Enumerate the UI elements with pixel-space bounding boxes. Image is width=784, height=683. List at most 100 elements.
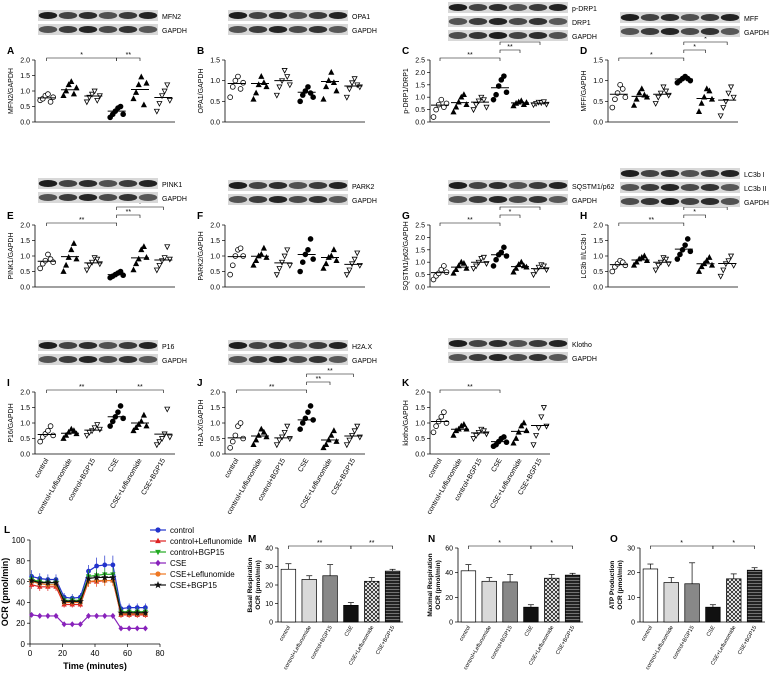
x-tick-label: 0 [28, 649, 33, 658]
data-point [630, 101, 638, 108]
data-point [728, 253, 735, 260]
y-tick-label: 0.0 [210, 285, 220, 292]
significance-label: ** [467, 217, 473, 224]
data-point [138, 73, 145, 80]
significance-label: ** [79, 217, 85, 224]
x-category-label: CSE+BGP15 [737, 625, 758, 656]
blot-label: OPA1 [352, 14, 370, 21]
data-point [450, 431, 457, 438]
data-point [351, 428, 358, 435]
blot-band [488, 17, 508, 26]
blot-strip [448, 16, 568, 27]
significance-label: ** [317, 540, 323, 547]
legend-label: CSE+BGP15 [170, 581, 217, 590]
blot-band [488, 181, 508, 190]
data-point [117, 609, 125, 616]
significance-bracket [116, 206, 164, 210]
data-point [276, 84, 283, 91]
data-point [117, 268, 124, 275]
y-tick-label: 0.5 [20, 269, 30, 276]
legend-label: CSE [170, 559, 186, 568]
data-point [250, 261, 257, 268]
y-tick-label: 1.5 [210, 405, 220, 412]
data-point [96, 426, 103, 433]
y-axis-label: H2A.X/GAPDH [198, 399, 205, 446]
blot-band [118, 193, 138, 202]
data-point [730, 94, 737, 101]
legend-label: control+Leflunomide [170, 537, 243, 546]
blot-band [528, 339, 548, 348]
data-point [463, 101, 470, 107]
data-point [297, 268, 303, 275]
data-point [281, 429, 288, 436]
panel-letter: F [197, 211, 203, 222]
data-point [305, 409, 311, 415]
blot-band [680, 13, 700, 22]
data-point [343, 94, 350, 101]
y-tick-label: 2.0 [210, 390, 220, 397]
data-point [455, 98, 462, 105]
blot-band [328, 11, 348, 20]
data-point [110, 562, 116, 568]
y-tick-label: 2.0 [415, 70, 425, 77]
y-tick-label: 1.5 [415, 247, 425, 254]
data-point [433, 423, 439, 429]
y-axis-label: LC3b II/LC3b I [581, 233, 588, 278]
data-point [255, 431, 262, 438]
bar-chart-o: 0 10 20 30 O ATP Production OCR (pmol/min) * * co… [609, 534, 765, 671]
blot-band [38, 355, 58, 364]
data-point [323, 83, 330, 90]
blot-band [78, 341, 98, 350]
blot-band [640, 169, 660, 178]
data-point [143, 422, 150, 429]
data-point [695, 268, 703, 274]
bar [564, 574, 581, 623]
data-point [45, 427, 51, 434]
blot-band [680, 183, 700, 192]
data-point [60, 597, 68, 605]
data-point [37, 612, 43, 619]
y-tick-label: 0.0 [593, 285, 603, 292]
data-point [320, 95, 327, 102]
x-category-label: control+BGP15 [310, 625, 334, 660]
bar-chart-m: 0 10 20 30 40 M Basal Respiration OCR (pmol/min… [247, 534, 403, 671]
data-point [120, 111, 126, 118]
blot-band [528, 195, 548, 204]
x-category-label: CSE+BGP15 [140, 457, 167, 496]
blot-band [248, 355, 268, 364]
data-point [140, 101, 147, 108]
blot-band [268, 341, 288, 350]
data-point [52, 578, 60, 586]
data-point [463, 264, 470, 271]
data-point [281, 253, 288, 260]
data-point [229, 262, 236, 269]
data-point [276, 266, 283, 272]
blot-strip [448, 194, 568, 205]
data-point [68, 78, 75, 85]
data-point [63, 261, 70, 268]
data-point [153, 267, 160, 274]
blot-band [98, 193, 118, 202]
x-category-label: control [279, 625, 292, 642]
data-point [430, 114, 437, 120]
significance-label: * [693, 209, 696, 216]
significance-bracket [116, 57, 141, 61]
panel-letter: N [428, 534, 435, 545]
data-point [273, 92, 280, 99]
data-point [140, 243, 147, 250]
blot-band [138, 193, 158, 202]
data-point [530, 272, 537, 279]
x-category-label: CSE [706, 625, 717, 638]
data-point [633, 258, 640, 265]
bar-chart-n: 0 20 40 60 N Maximal Respiration OCR (pmol/min… [427, 534, 583, 671]
data-point [698, 263, 705, 270]
data-point [263, 254, 270, 260]
data-point [42, 257, 49, 264]
y-tick-label: 30 [265, 564, 273, 571]
significance-bracket [683, 49, 706, 53]
blot-label: GAPDH [744, 30, 769, 37]
blot-band [700, 197, 720, 206]
